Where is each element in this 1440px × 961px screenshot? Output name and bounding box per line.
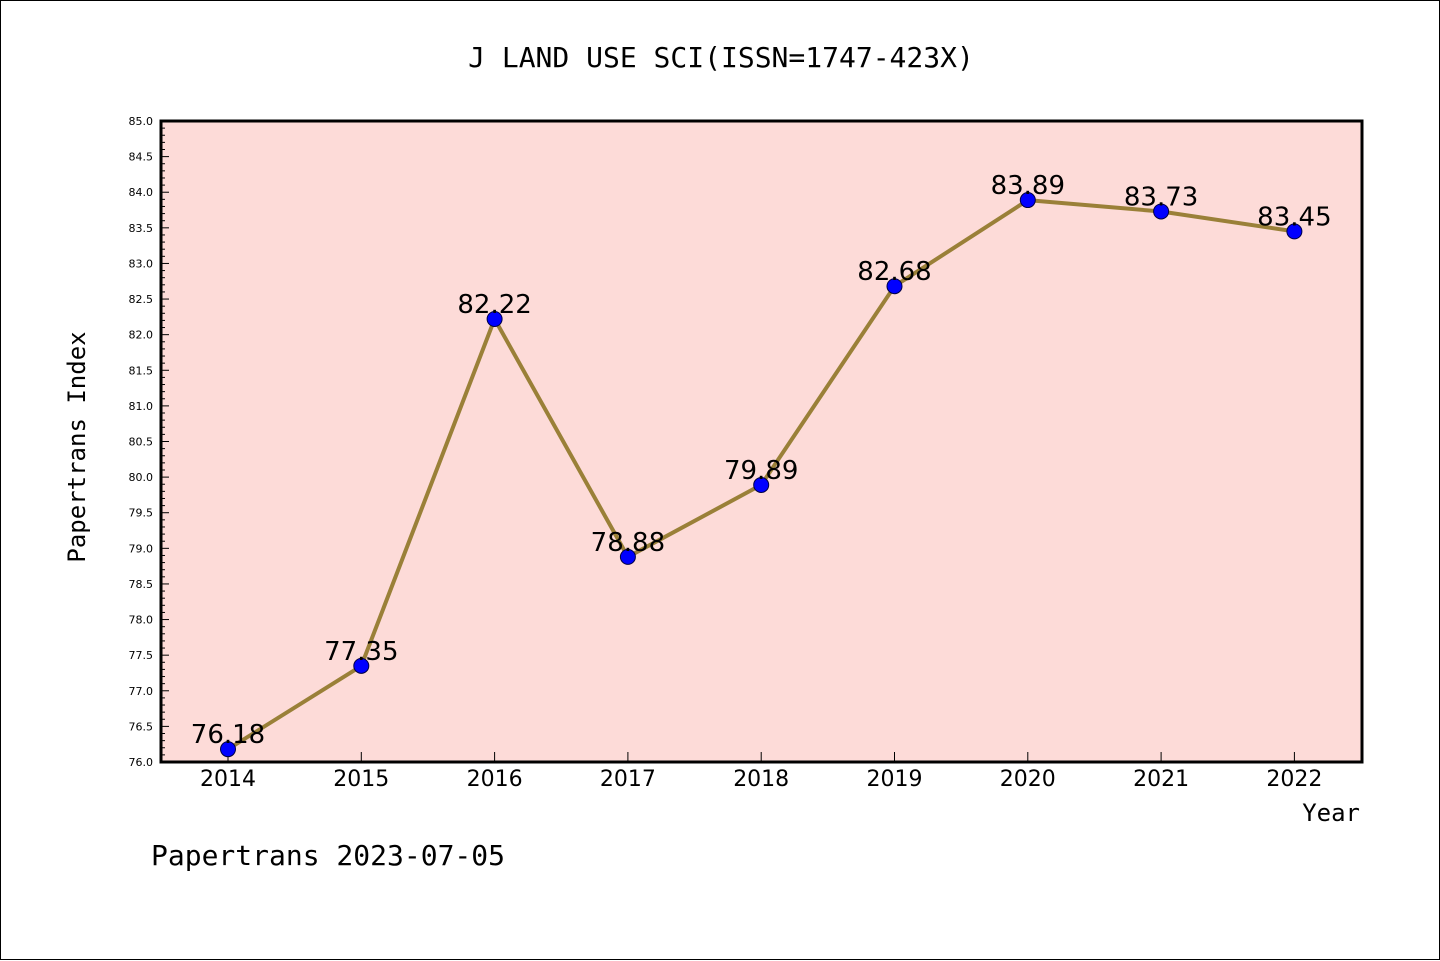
y-tick-label: 81.0 xyxy=(129,400,154,413)
data-label: 82.68 xyxy=(857,257,931,287)
data-label: 79.89 xyxy=(724,456,798,486)
x-tick-label: 2017 xyxy=(600,767,656,792)
data-label: 78.88 xyxy=(591,528,665,558)
x-axis-label: Year xyxy=(1302,799,1360,827)
y-tick-label: 79.5 xyxy=(129,507,154,520)
data-label: 83.89 xyxy=(991,171,1065,201)
y-axis-label: Papertrans Index xyxy=(63,331,91,562)
y-tick-label: 82.0 xyxy=(129,329,154,342)
x-tick-label: 2022 xyxy=(1266,767,1322,792)
x-tick-label: 2021 xyxy=(1133,767,1189,792)
data-label: 82.22 xyxy=(457,290,531,320)
y-tick-label: 80.0 xyxy=(129,471,154,484)
x-tick-label: 2018 xyxy=(733,767,789,792)
y-tick-label: 77.5 xyxy=(129,649,154,662)
y-tick-label: 80.5 xyxy=(129,436,154,449)
y-tick-label: 79.0 xyxy=(129,542,154,555)
x-tick-label: 2016 xyxy=(467,767,523,792)
data-label: 76.18 xyxy=(191,720,265,750)
chart-title: J LAND USE SCI(ISSN=1747-423X) xyxy=(468,41,974,74)
y-tick-label: 85.0 xyxy=(129,115,154,128)
data-label: 83.73 xyxy=(1124,182,1198,212)
y-tick-label: 76.5 xyxy=(129,720,154,733)
y-tick-label: 77.0 xyxy=(129,685,154,698)
y-tick-label: 84.5 xyxy=(129,151,154,164)
y-tick-label: 83.0 xyxy=(129,257,154,270)
x-tick-label: 2019 xyxy=(867,767,923,792)
y-tick-label: 78.0 xyxy=(129,614,154,627)
x-tick-label: 2015 xyxy=(333,767,389,792)
y-tick-label: 82.5 xyxy=(129,293,154,306)
data-label: 83.45 xyxy=(1257,202,1331,232)
y-tick-label: 84.0 xyxy=(129,186,154,199)
y-tick-label: 76.0 xyxy=(129,756,154,769)
x-tick-label: 2020 xyxy=(1000,767,1056,792)
x-tick-label: 2014 xyxy=(200,767,256,792)
data-label: 77.35 xyxy=(324,637,398,667)
footer-text: Papertrans 2023-07-05 xyxy=(151,839,505,872)
y-tick-label: 83.5 xyxy=(129,222,154,235)
y-tick-label: 81.5 xyxy=(129,364,154,377)
y-tick-label: 78.5 xyxy=(129,578,154,591)
